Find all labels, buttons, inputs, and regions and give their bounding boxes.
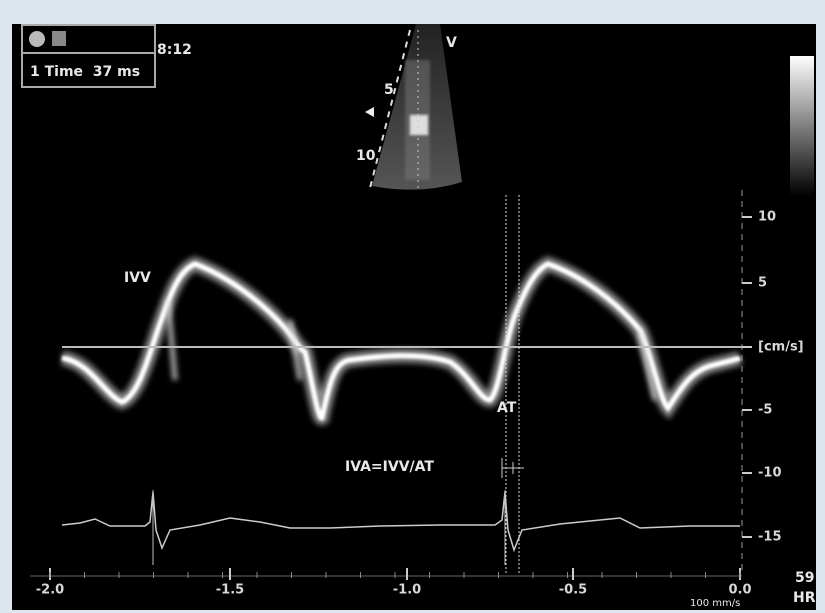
velocity-tick-label: [cm/s] bbox=[758, 340, 804, 355]
hr-label: HR bbox=[793, 590, 816, 606]
ivv-label: IVV bbox=[124, 270, 151, 286]
gray-scale-bar bbox=[790, 56, 814, 196]
clock: 8:12 bbox=[157, 42, 192, 58]
velocity-tick-label: 5 bbox=[758, 276, 767, 291]
hr-value: 59 bbox=[795, 570, 814, 586]
mode-label: 1 Time 37 ms bbox=[30, 64, 140, 80]
time-tick-label: -2.0 bbox=[36, 583, 64, 598]
depth-label: 5 bbox=[384, 82, 394, 98]
velocity-tick-label: -15 bbox=[758, 530, 782, 545]
sweep-speed: 100 mm/s bbox=[690, 598, 740, 609]
velocity-tick-label: 10 bbox=[758, 210, 776, 225]
record-icon bbox=[29, 31, 45, 47]
velocity-tick-label: -5 bbox=[758, 403, 772, 418]
formula-label: IVA=IVV/AT bbox=[345, 459, 434, 475]
ultrasound-screen: 5 10 V 1 Time 37 ms 8:12 IVV AT IVA=IVV/… bbox=[0, 0, 825, 613]
depth-label: 10 bbox=[356, 148, 376, 164]
sound-icon bbox=[52, 31, 66, 46]
velocity-tick-label: -10 bbox=[758, 466, 782, 481]
time-tick-label: -1.0 bbox=[393, 583, 421, 598]
time-tick-label: -1.5 bbox=[216, 583, 244, 598]
view-label: V bbox=[446, 35, 457, 51]
time-tick-label: -0.5 bbox=[559, 583, 587, 598]
at-label: AT bbox=[497, 400, 517, 416]
time-tick-label: 0.0 bbox=[728, 583, 751, 598]
